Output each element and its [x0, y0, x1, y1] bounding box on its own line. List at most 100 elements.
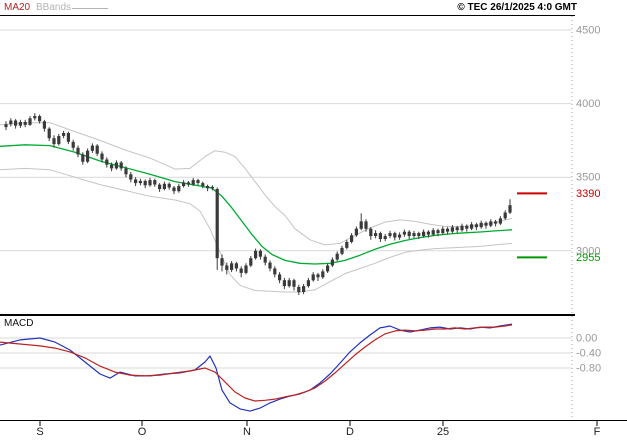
candle-body — [263, 256, 267, 263]
candle-body — [412, 233, 416, 236]
month-label: N — [243, 426, 251, 438]
candle-body — [426, 231, 430, 235]
candle-body — [330, 259, 334, 266]
bbands-legend-line — [72, 8, 108, 9]
macd-tick-label: -0.40 — [576, 348, 601, 360]
candle-body — [345, 242, 349, 248]
ma20-line — [0, 144, 513, 265]
candle-body — [393, 233, 397, 238]
candle-body — [326, 265, 330, 272]
price-tick-label: 4500 — [576, 25, 600, 37]
month-label: D — [346, 426, 354, 438]
candle-body — [398, 234, 402, 238]
candle-body — [359, 221, 363, 229]
candle-body — [258, 250, 262, 257]
candle-body — [508, 205, 512, 213]
candle-body — [470, 224, 474, 229]
candle-body — [268, 262, 272, 269]
candle-body — [129, 174, 133, 180]
macd-panel-label: MACD — [4, 318, 34, 329]
candle-body — [244, 265, 248, 273]
candle-body — [388, 233, 392, 236]
candle-body — [340, 247, 344, 254]
candle-body — [354, 228, 358, 236]
candle-body — [479, 222, 483, 228]
candle-body — [172, 187, 176, 192]
candle-body — [431, 230, 435, 235]
macd-signal-line — [0, 324, 513, 402]
candle-body — [33, 116, 37, 119]
candle-body — [503, 212, 507, 219]
candle-body — [441, 228, 445, 234]
candle-body — [62, 133, 66, 136]
candle-body — [254, 250, 258, 259]
candle-body — [460, 225, 464, 231]
month-label: S — [36, 426, 43, 438]
candle-body — [86, 150, 90, 162]
candle-body — [110, 164, 114, 169]
candle-body — [465, 225, 469, 229]
ma20-legend-label: MA20 — [4, 2, 31, 13]
candle-body — [287, 280, 291, 287]
candle-body — [273, 268, 277, 275]
candle-body — [191, 180, 195, 185]
candle-body — [143, 180, 147, 186]
candle-body — [306, 280, 310, 287]
candle-body — [374, 233, 378, 236]
candle-body — [23, 122, 27, 125]
bollinger-lower-line — [0, 167, 513, 293]
bollinger-upper-line — [0, 122, 513, 246]
bbands-legend-label: BBands — [36, 2, 72, 13]
candle-body — [57, 136, 61, 145]
candle-body — [282, 280, 286, 287]
candle-body — [162, 183, 166, 189]
candle-body — [81, 154, 85, 162]
candle-body — [402, 231, 406, 235]
candle-body — [66, 133, 70, 142]
macd-tick-label: -0.80 — [576, 363, 601, 375]
candle-body — [119, 162, 123, 169]
candle-body — [201, 183, 205, 186]
candle-body — [321, 271, 325, 278]
candle-body — [95, 145, 99, 154]
candle-body — [220, 258, 224, 266]
candle-body — [90, 145, 94, 151]
price-tick-label: 4000 — [576, 98, 600, 110]
candle-body — [18, 122, 22, 126]
month-label: 25 — [437, 426, 449, 438]
price-level-label: 3390 — [576, 188, 600, 200]
candle-body — [105, 159, 109, 165]
candle-body — [239, 268, 243, 273]
candle-body — [186, 182, 190, 185]
candle-body — [335, 253, 339, 260]
candle-body — [422, 231, 426, 237]
candle-body — [177, 186, 181, 192]
candle-body — [436, 230, 440, 234]
candle-body — [153, 180, 157, 185]
candle-body — [455, 227, 459, 231]
candle-body — [9, 120, 13, 125]
candle-body — [158, 184, 162, 189]
candle-body — [316, 274, 320, 278]
candle-body — [378, 233, 382, 239]
candle-body — [311, 274, 315, 281]
candle-body — [100, 153, 104, 160]
candle-body — [134, 179, 138, 184]
candle-body — [369, 228, 373, 237]
candle-body — [278, 274, 282, 281]
candle-body — [71, 141, 75, 148]
candle-body — [47, 128, 51, 139]
candle-body — [407, 231, 411, 237]
copyright-text: © TEC 26/1/2025 4:0 GMT — [457, 2, 577, 13]
candle-body — [364, 221, 368, 229]
candle-body — [14, 120, 18, 126]
candle-body — [4, 124, 8, 128]
candle-body — [383, 236, 387, 239]
candle-body — [167, 183, 171, 188]
candle-body — [206, 186, 210, 189]
candle-body — [450, 227, 454, 232]
candle-body — [249, 258, 253, 266]
candle-body — [124, 168, 128, 175]
